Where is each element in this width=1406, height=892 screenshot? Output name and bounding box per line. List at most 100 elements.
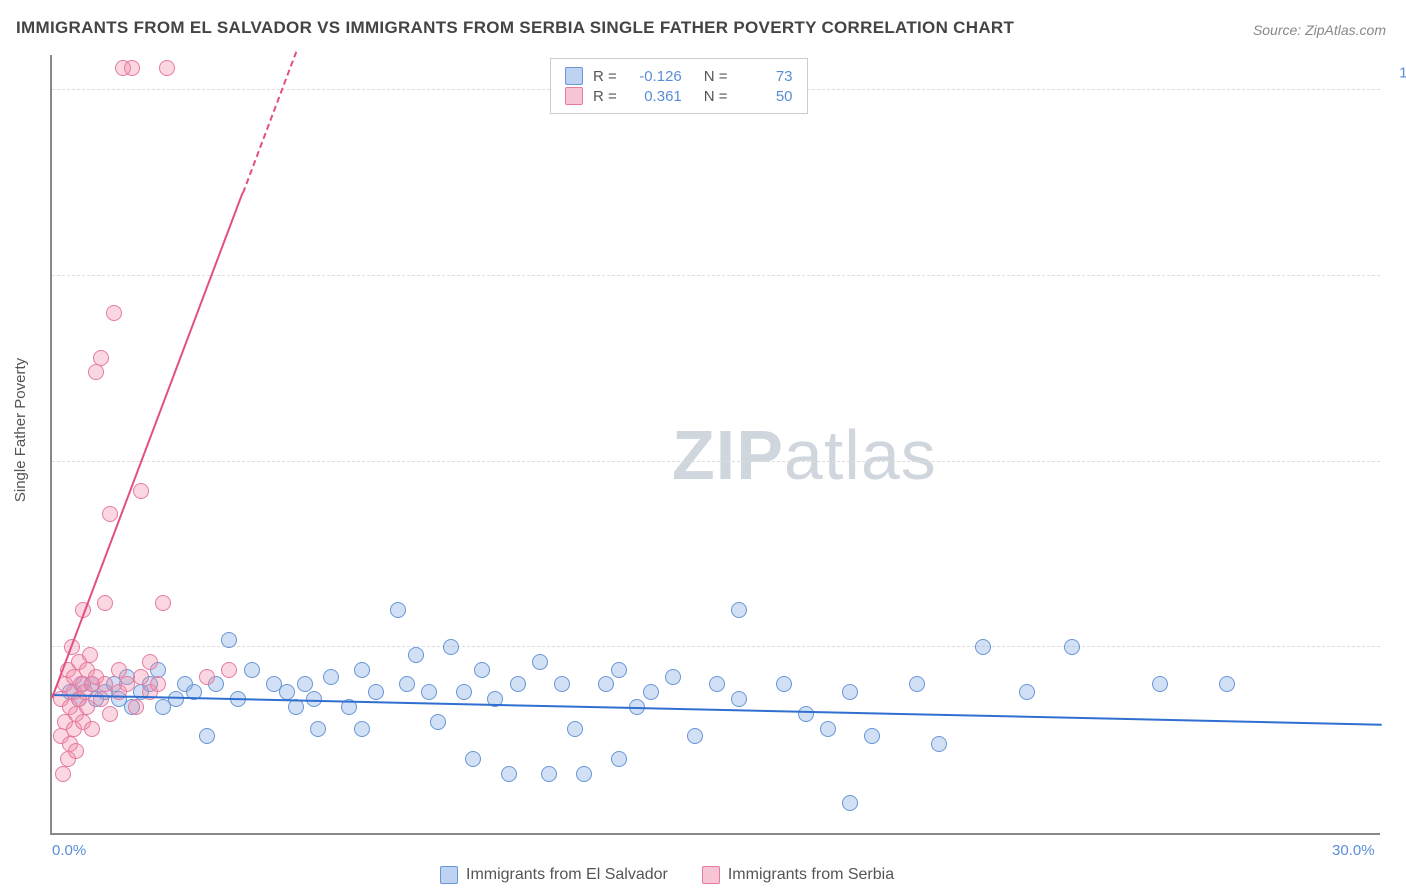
trend-line [51, 193, 243, 699]
n-label: N = [704, 88, 728, 105]
y-tick-label: 50.0% [1390, 436, 1406, 453]
data-point [142, 654, 158, 670]
data-point [354, 662, 370, 678]
n-value: 50 [738, 88, 793, 105]
trend-line [52, 694, 1382, 726]
legend-swatch [565, 87, 583, 105]
gridline [52, 646, 1380, 647]
data-point [199, 728, 215, 744]
data-point [106, 305, 122, 321]
legend-item: Immigrants from Serbia [702, 866, 894, 884]
data-point [128, 699, 144, 715]
data-point [408, 647, 424, 663]
data-point [443, 639, 459, 655]
data-point [709, 676, 725, 692]
data-point [279, 684, 295, 700]
series-legend: Immigrants from El Salvador Immigrants fr… [440, 866, 894, 884]
data-point [687, 728, 703, 744]
data-point [93, 350, 109, 366]
data-point [168, 691, 184, 707]
data-point [199, 669, 215, 685]
data-point [111, 662, 127, 678]
data-point [82, 647, 98, 663]
data-point [244, 662, 260, 678]
legend-label: Immigrants from Serbia [728, 866, 894, 884]
n-value: 73 [738, 68, 793, 85]
data-point [842, 684, 858, 700]
data-point [776, 676, 792, 692]
data-point [541, 766, 557, 782]
data-point [798, 706, 814, 722]
data-point [297, 676, 313, 692]
watermark: ZIPatlas [672, 415, 937, 495]
data-point [554, 676, 570, 692]
legend-swatch [565, 67, 583, 85]
data-point [124, 60, 140, 76]
legend-swatch [702, 866, 720, 884]
data-point [643, 684, 659, 700]
data-point [102, 506, 118, 522]
data-point [975, 639, 991, 655]
data-point [532, 654, 548, 670]
y-tick-label: 75.0% [1390, 250, 1406, 267]
data-point [97, 595, 113, 611]
data-point [931, 736, 947, 752]
data-point [456, 684, 472, 700]
data-point [88, 364, 104, 380]
source-attribution: Source: ZipAtlas.com [1253, 22, 1386, 38]
data-point [731, 691, 747, 707]
data-point [221, 632, 237, 648]
data-point [354, 721, 370, 737]
data-point [133, 483, 149, 499]
gridline [52, 275, 1380, 276]
legend-label: Immigrants from El Salvador [466, 866, 668, 884]
data-point [576, 766, 592, 782]
y-tick-label: 25.0% [1390, 622, 1406, 639]
data-point [731, 602, 747, 618]
data-point [501, 766, 517, 782]
legend-swatch [440, 866, 458, 884]
data-point [390, 602, 406, 618]
legend-item: Immigrants from El Salvador [440, 866, 668, 884]
n-label: N = [704, 68, 728, 85]
data-point [611, 751, 627, 767]
x-tick-label: 30.0% [1332, 842, 1375, 859]
data-point [68, 743, 84, 759]
data-point [159, 60, 175, 76]
data-point [665, 669, 681, 685]
data-point [864, 728, 880, 744]
data-point [84, 721, 100, 737]
correlation-legend: R =-0.126N =73R =0.361N =50 [550, 58, 808, 114]
data-point [611, 662, 627, 678]
data-point [567, 721, 583, 737]
data-point [1152, 676, 1168, 692]
data-point [399, 676, 415, 692]
data-point [909, 676, 925, 692]
chart-title: IMMIGRANTS FROM EL SALVADOR VS IMMIGRANT… [16, 18, 1014, 38]
data-point [221, 662, 237, 678]
data-point [430, 714, 446, 730]
data-point [368, 684, 384, 700]
data-point [55, 766, 71, 782]
data-point [598, 676, 614, 692]
data-point [842, 795, 858, 811]
data-point [820, 721, 836, 737]
gridline [52, 461, 1380, 462]
data-point [474, 662, 490, 678]
data-point [1219, 676, 1235, 692]
data-point [93, 691, 109, 707]
data-point [1064, 639, 1080, 655]
data-point [421, 684, 437, 700]
trend-line [242, 52, 297, 194]
data-point [310, 721, 326, 737]
data-point [102, 706, 118, 722]
data-point [155, 595, 171, 611]
scatter-plot-area: ZIPatlas 25.0%50.0%75.0%100.0%0.0%30.0% [50, 55, 1380, 835]
x-tick-label: 0.0% [52, 842, 86, 859]
legend-row: R =0.361N =50 [565, 87, 793, 105]
r-value: -0.126 [627, 68, 682, 85]
r-label: R = [593, 68, 617, 85]
data-point [150, 676, 166, 692]
data-point [133, 669, 149, 685]
data-point [510, 676, 526, 692]
